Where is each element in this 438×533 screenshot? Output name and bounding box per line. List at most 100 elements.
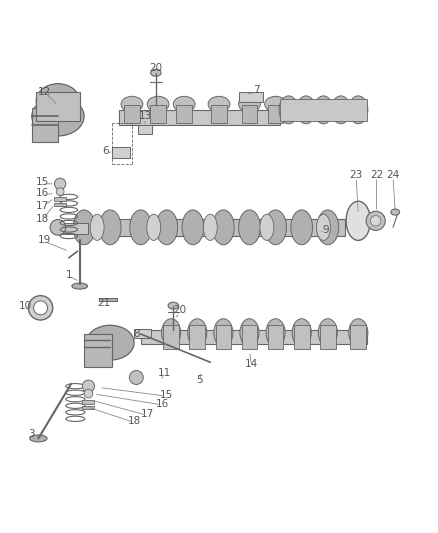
Text: 14: 14 (245, 359, 258, 369)
Bar (82, 406, 94, 409)
Ellipse shape (331, 96, 350, 124)
Ellipse shape (314, 96, 333, 124)
Circle shape (84, 389, 93, 398)
Circle shape (366, 211, 385, 230)
Ellipse shape (30, 435, 47, 442)
Bar (294, 325, 310, 349)
Ellipse shape (292, 319, 311, 346)
Text: 16: 16 (36, 188, 49, 198)
Ellipse shape (168, 302, 179, 309)
Ellipse shape (36, 84, 80, 118)
Text: 22: 22 (370, 170, 383, 180)
Ellipse shape (260, 214, 274, 240)
Ellipse shape (182, 210, 204, 245)
Bar (189, 325, 205, 349)
Ellipse shape (121, 96, 143, 112)
Circle shape (129, 370, 143, 384)
Ellipse shape (203, 214, 217, 240)
Bar (113, 147, 130, 158)
Text: 9: 9 (322, 224, 329, 235)
Ellipse shape (317, 214, 330, 240)
Circle shape (28, 296, 53, 320)
Bar (84, 334, 113, 367)
Bar (239, 92, 262, 102)
Bar (75, 219, 345, 236)
Ellipse shape (279, 96, 298, 124)
Ellipse shape (239, 96, 260, 112)
Text: 12: 12 (38, 87, 52, 98)
Text: 1: 1 (66, 270, 72, 280)
Bar (54, 197, 66, 201)
Bar (350, 325, 366, 349)
Text: 20: 20 (149, 63, 162, 74)
Text: 18: 18 (127, 416, 141, 426)
Ellipse shape (156, 210, 178, 245)
Ellipse shape (86, 325, 134, 360)
Ellipse shape (208, 96, 230, 112)
Text: 7: 7 (253, 85, 259, 95)
Ellipse shape (265, 96, 286, 112)
Ellipse shape (214, 319, 233, 346)
Bar (163, 325, 179, 349)
Ellipse shape (130, 210, 152, 245)
Bar (150, 106, 166, 123)
Ellipse shape (151, 69, 161, 76)
Text: 20: 20 (173, 305, 187, 315)
Ellipse shape (147, 96, 169, 112)
Circle shape (50, 220, 66, 235)
Circle shape (54, 178, 66, 189)
Bar (215, 325, 231, 349)
Bar (82, 400, 94, 404)
Bar (124, 106, 140, 123)
Circle shape (34, 301, 47, 315)
Bar (58, 223, 88, 234)
Bar (138, 125, 152, 134)
Text: 18: 18 (36, 214, 49, 224)
Bar (99, 298, 117, 301)
Bar (36, 92, 80, 120)
Ellipse shape (187, 319, 207, 346)
Text: 15: 15 (36, 176, 49, 187)
Text: 3: 3 (28, 429, 35, 439)
Bar (54, 204, 66, 206)
Bar (320, 325, 336, 349)
Text: 21: 21 (97, 298, 110, 309)
Ellipse shape (73, 210, 95, 245)
Circle shape (82, 380, 95, 392)
Text: 17: 17 (141, 409, 154, 418)
Ellipse shape (162, 319, 181, 346)
Ellipse shape (173, 96, 195, 112)
Bar (242, 325, 257, 349)
Ellipse shape (318, 319, 337, 346)
Ellipse shape (90, 214, 104, 240)
Ellipse shape (391, 209, 399, 215)
Ellipse shape (265, 210, 286, 245)
Text: 19: 19 (38, 236, 52, 245)
Text: 6: 6 (102, 146, 109, 156)
Ellipse shape (99, 210, 121, 245)
Ellipse shape (32, 97, 84, 136)
Ellipse shape (266, 319, 285, 346)
Text: 23: 23 (350, 170, 363, 180)
Circle shape (371, 215, 381, 226)
Text: 17: 17 (36, 200, 49, 211)
Circle shape (56, 188, 64, 196)
Bar (211, 106, 227, 123)
Ellipse shape (291, 210, 313, 245)
Bar (32, 108, 58, 142)
Text: 8: 8 (133, 329, 140, 339)
Text: 15: 15 (160, 390, 173, 400)
Ellipse shape (240, 319, 259, 346)
Bar (177, 106, 192, 123)
Bar (268, 106, 283, 123)
Text: 16: 16 (156, 399, 169, 409)
Ellipse shape (349, 96, 368, 124)
Text: 11: 11 (158, 368, 171, 378)
Bar (119, 110, 280, 125)
Ellipse shape (346, 201, 371, 240)
Bar (134, 329, 151, 338)
Text: 24: 24 (386, 170, 400, 180)
Text: 13: 13 (138, 111, 152, 122)
Ellipse shape (317, 210, 339, 245)
Ellipse shape (72, 283, 88, 289)
